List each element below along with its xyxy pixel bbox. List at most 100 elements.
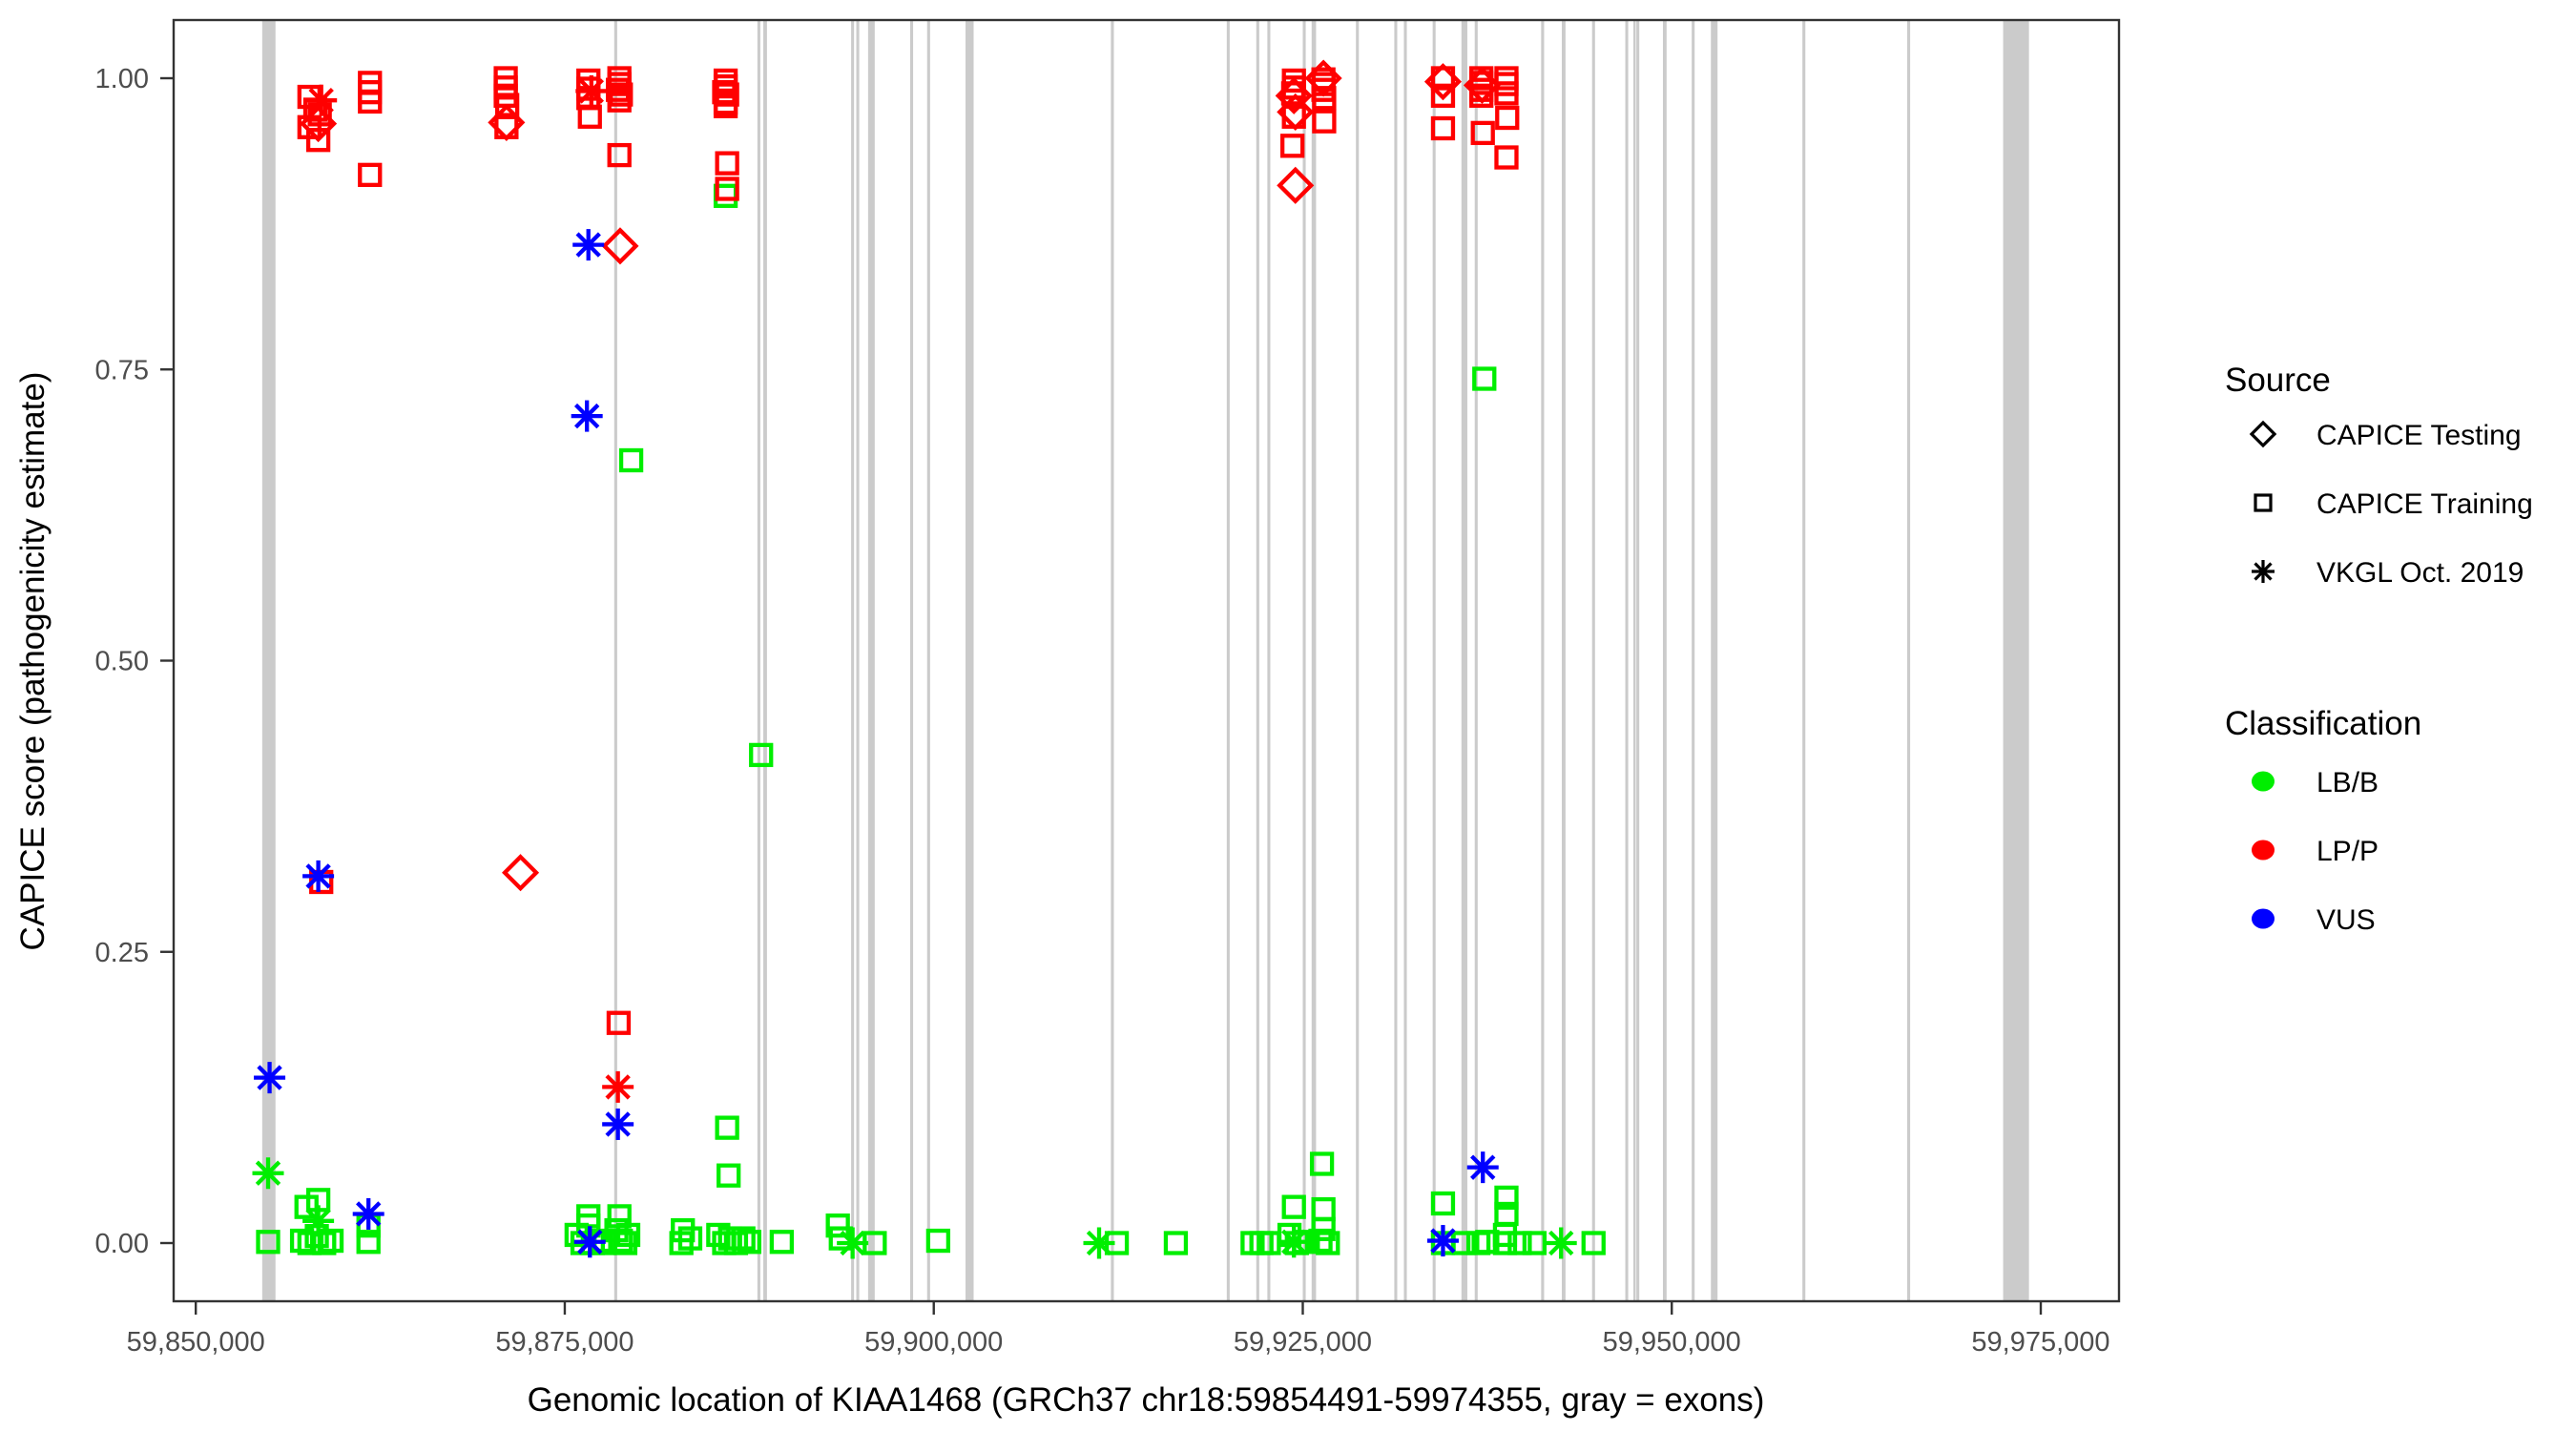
marker-square: [607, 88, 632, 113]
marker-square: [494, 114, 519, 139]
marker-square: [715, 151, 739, 176]
data-point: [1292, 1230, 1317, 1255]
exon-bar: [909, 20, 914, 1301]
y-tick-label: 0.75: [95, 355, 149, 385]
marker-square: [1430, 83, 1456, 108]
asterisk-stroke: [578, 78, 605, 104]
asterisk-stroke: [305, 863, 331, 889]
data-point: [358, 89, 383, 114]
marker-square: [1470, 120, 1495, 146]
data-point: [1492, 1231, 1518, 1255]
data-point: [602, 1108, 634, 1140]
data-point: [573, 1226, 606, 1258]
marker-square: [1475, 1230, 1500, 1255]
marker-square: [825, 1213, 850, 1238]
asterisk-stroke: [305, 1208, 331, 1234]
exon-bar: [851, 20, 855, 1301]
data-point: [1426, 1225, 1459, 1257]
data-point: [1311, 1196, 1336, 1222]
exon-bar: [965, 20, 974, 1301]
marker-square: [1494, 145, 1519, 170]
asterisk-stroke: [573, 403, 600, 429]
exon-bar: [1311, 20, 1317, 1301]
data-point: [312, 1231, 337, 1255]
asterisk-stroke: [577, 1229, 603, 1255]
data-point: [749, 742, 774, 768]
data-point: [602, 1070, 634, 1103]
marker-square: [737, 1230, 761, 1255]
y-tick-label: 0.25: [95, 938, 149, 968]
marker-square: [1469, 83, 1494, 108]
plot-panel-border: [172, 18, 2121, 1303]
legend-classification-swatch: [2252, 908, 2275, 929]
exon-bar: [926, 20, 930, 1301]
exon-bar: [1356, 20, 1360, 1301]
asterisk-stroke: [257, 1065, 282, 1090]
data-point: [494, 114, 519, 139]
legend-source-item-label: CAPICE Training: [2316, 488, 2533, 520]
x-tick-label: 59,900,000: [864, 1327, 1003, 1358]
asterisk-stroke: [575, 232, 601, 258]
exon-bar: [1111, 20, 1114, 1301]
legend-classification-swatch: [2252, 771, 2275, 792]
asterisk-stroke: [2254, 562, 2273, 581]
marker-square: [305, 128, 331, 153]
data-point: [1275, 76, 1313, 114]
exon-bar: [1541, 20, 1545, 1301]
data-point: [305, 128, 331, 153]
data-point: [769, 1230, 795, 1255]
data-point: [1163, 1231, 1189, 1255]
exon-bars-layer: [261, 20, 2029, 1301]
data-points-layer: [252, 59, 1606, 1259]
data-point: [1581, 1231, 1606, 1255]
data-point: [1309, 1151, 1335, 1176]
marker-square: [1292, 1230, 1317, 1255]
data-point: [1430, 83, 1456, 108]
marker-asterisk: [1545, 1227, 1577, 1259]
data-point: [862, 1231, 887, 1255]
asterisk-stroke: [1548, 1230, 1574, 1256]
exon-bar: [1394, 20, 1398, 1301]
exon-bar: [867, 20, 875, 1301]
data-point: [494, 93, 520, 117]
marker-square: [1472, 366, 1497, 391]
data-point: [1472, 366, 1497, 391]
exon-bar: [1302, 20, 1306, 1301]
marker-asterisk: [573, 1226, 606, 1258]
x-tick-label: 59,950,000: [1603, 1327, 1741, 1358]
legend-classification-item-label: LP/P: [2316, 836, 2379, 867]
asterisk-stroke: [255, 1160, 281, 1186]
legend-source-item-label: VKGL Oct. 2019: [2316, 557, 2524, 589]
marker-diamond: [1277, 166, 1315, 204]
data-point: [1451, 1231, 1476, 1255]
data-point: [304, 1224, 329, 1249]
data-point: [715, 1115, 739, 1140]
exon-bar: [1403, 20, 1407, 1301]
marker-asterisk: [572, 229, 605, 261]
marker-square: [1581, 1231, 1606, 1255]
data-point: [737, 1230, 761, 1255]
marker-square: [1309, 1151, 1335, 1176]
marker-square: [304, 1224, 329, 1249]
data-point: [925, 1228, 951, 1254]
marker-asterisk: [571, 400, 603, 432]
marker-square: [1494, 81, 1519, 106]
data-point: [1494, 81, 1519, 106]
data-point: [577, 104, 602, 129]
marker-square: [1451, 1231, 1476, 1255]
marker-asterisk: [602, 1070, 634, 1103]
data-point: [1308, 1228, 1333, 1254]
legend-classification-item-label: VUS: [2316, 904, 2376, 936]
legend-items: CAPICE Testing CAPICE Training VKGL Oct. 2…: [2249, 420, 2533, 936]
exon-bar: [1633, 20, 1636, 1301]
data-point: [1312, 109, 1337, 134]
marker-square: [1522, 1231, 1548, 1255]
marker-asterisk: [1426, 1225, 1459, 1257]
marker-square: [862, 1231, 887, 1255]
marker-square: [356, 1230, 381, 1255]
marker-asterisk: [352, 1197, 384, 1230]
asterisk-stroke: [1430, 1228, 1456, 1254]
data-point: [618, 447, 644, 473]
data-point: [1545, 1227, 1577, 1259]
